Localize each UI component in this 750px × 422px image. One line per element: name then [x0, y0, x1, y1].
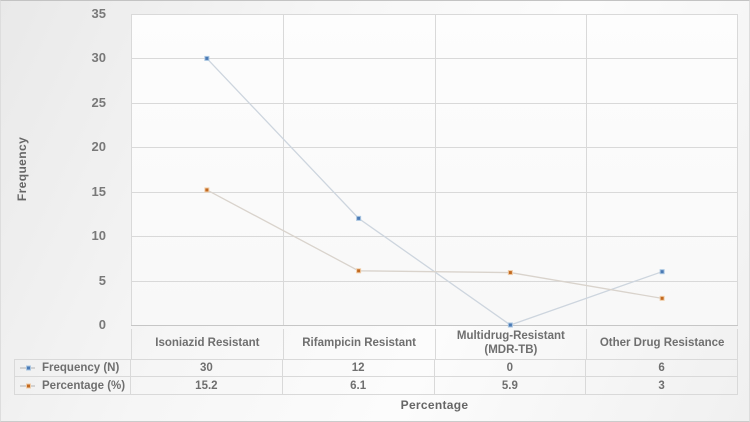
frequency-series-marker-icon	[20, 365, 35, 371]
y-tick-label: 0	[98, 317, 106, 332]
x-axis-title: Percentage	[400, 398, 469, 412]
data-table: Isoniazid Resistant Rifampicin Resistant…	[14, 329, 738, 395]
y-tick-label: 15	[91, 183, 106, 199]
table-value: 15.2	[131, 377, 283, 395]
category-header: Rifampicin Resistant	[282, 329, 435, 359]
category-header: Other Drug Resistance	[586, 329, 738, 359]
table-value: 5.9	[434, 377, 587, 395]
category-header: Isoniazid Resistant	[131, 329, 283, 359]
legend-row-percentage: Percentage (%)	[14, 377, 131, 395]
y-tick-label: 20	[91, 139, 106, 155]
percentage-series-marker-icon	[20, 383, 35, 388]
category-header: Multidrug-Resistant (MDR-TB)	[434, 329, 587, 359]
y-tick-label: 25	[91, 94, 106, 110]
legend-row-frequency: Frequency (N)	[14, 359, 131, 377]
table-value: 30	[131, 359, 283, 377]
y-tick-label: 10	[91, 228, 106, 244]
y-tick-label: 5	[98, 272, 106, 288]
y-tick-label: 35	[91, 6, 106, 21]
table-value: 3	[586, 377, 738, 395]
table-value: 12	[282, 359, 435, 377]
table-value: 6	[586, 359, 738, 377]
series-label: Frequency (N)	[42, 362, 120, 374]
table-value: 0	[434, 359, 587, 377]
table-corner-cell	[14, 329, 131, 359]
chart-plot-area	[131, 14, 738, 328]
series-label: Percentage (%)	[42, 379, 126, 392]
y-axis-tick-labels: 0 5 10 15 20 25 30 35	[1, 1, 119, 421]
y-tick-label: 30	[91, 50, 106, 66]
table-value: 6.1	[282, 377, 435, 395]
